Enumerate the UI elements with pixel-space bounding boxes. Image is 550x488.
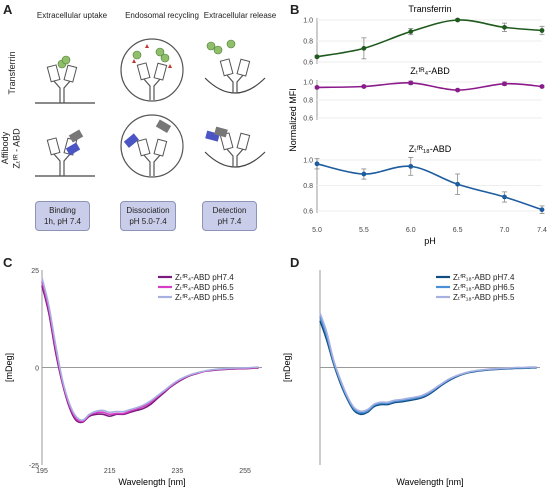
step-binding: Binding 1h, pH 7.4 [35,201,90,231]
y-axis-label: [mDeg] [282,353,292,382]
x-tick-label: 6.0 [406,227,416,234]
series-line [316,163,543,211]
x-tick-label: 215 [104,468,116,475]
data-point [502,24,507,30]
data-point [539,28,545,33]
x-tick-label: 235 [172,468,184,475]
data-point [361,45,367,51]
release-membrane-bottom [204,126,266,168]
data-point [408,29,414,34]
step-dissociation-detail: pH 5.0-7.4 [129,217,167,226]
x-tick-label: 6.5 [453,227,463,234]
y-tick-label: 1.0 [303,18,313,25]
release-membrane-top [204,39,266,94]
uptake-membrane-top [35,55,95,104]
x-tick-label: 7.0 [500,227,510,234]
x-tick-label: 7.4 [537,227,547,234]
step-binding-detail: 1h, pH 7.4 [44,217,81,226]
y-axis-label: [mDeg] [4,353,14,382]
y-tick-label: 0.8 [303,39,313,46]
y-tick-label: 0 [35,366,39,373]
data-point [539,84,545,89]
endosome-bottom [120,114,184,178]
data-point [502,81,507,87]
y-tick-label: 25 [31,268,39,275]
step-detection-detail: pH 7.4 [217,217,242,226]
subplot-title: Zₜᶠᴿ₁₈-ABD [409,144,452,154]
series-line [316,19,543,58]
data-point [314,54,320,60]
mechanism-schematic [35,38,266,178]
y-tick-label: 0.6 [303,60,313,67]
step-detection-title: Detection [212,206,247,215]
y-tick-label: -25 [29,463,39,470]
x-tick-label: 5.5 [359,227,369,234]
series-line [41,277,259,421]
y-axis-label: Normalized MFI [288,88,298,152]
data-point [408,163,414,169]
data-point [314,161,320,167]
legend-label: Zₜᶠᴿ₄-ABD pH6.5 [175,283,234,292]
step-dissociation-title: Dissociation [126,206,170,215]
y-tick-label: 1.0 [303,158,313,165]
subplot-title: Zₜᶠᴿ₄-ABD [410,66,450,76]
panel-d-label: D [290,255,300,270]
x-axis-label: Wavelength [nm] [118,477,185,487]
legend-label: Zₜᶠᴿ₄-ABD pH5.5 [175,293,234,302]
series-line [316,82,543,91]
x-axis-label: pH [424,236,436,246]
header-endosomal-recycling: Endosomal recycling [125,11,199,20]
series-line [319,316,537,414]
x-tick-label: 195 [36,468,48,475]
data-point [314,85,320,90]
y-tick-label: 0.6 [303,209,313,216]
data-point [502,194,507,200]
legend-label: Zₜᶠᴿ₁₈-ABD pH5.5 [453,293,515,302]
y-tick-label: 0.8 [303,183,313,190]
panel-c-label: C [3,255,13,270]
data-point [455,181,461,187]
legend-label: Zₜᶠᴿ₁₈-ABD pH7.4 [453,273,515,282]
header-extracellular-uptake: Extracellular uptake [36,11,108,20]
data-point [455,17,461,23]
series-line [319,312,537,413]
data-point [455,87,461,93]
data-point [408,80,414,86]
endosome-top [120,38,184,102]
data-point [361,84,367,89]
cd-spectrum-chart-d: [mDeg]Wavelength [nm]Zₜᶠᴿ₁₈-ABD pH7.4Zₜᶠ… [282,270,540,487]
subplot-title: Transferrin [408,4,451,14]
step-binding-title: Binding [49,206,76,215]
step-dissociation: Dissociation pH 5.0-7.4 [120,201,176,231]
x-tick-label: 255 [239,468,251,475]
mfi-ph-chart: Transferrin 1.0 0.8 0.6 Zₜᶠᴿ₄-ABD 1.0 0.8 0.6 Zₜ… [288,4,547,246]
data-point [539,207,545,213]
legend-label: Zₜᶠᴿ₁₈-ABD pH6.5 [453,283,515,292]
uptake-membrane-bottom [35,129,95,177]
x-axis-label: Wavelength [nm] [396,477,463,487]
legend-label: Zₜᶠᴿ₄-ABD pH7.4 [175,273,234,282]
y-tick-label: 0.6 [303,116,313,123]
y-tick-label: 1.0 [303,80,313,87]
step-detection: Detection pH 7.4 [202,201,257,231]
panel-a-label: A [3,2,13,17]
y-tick-label: 0.8 [303,98,313,105]
data-point [361,171,367,177]
header-extracellular-release: Extracellular release [203,11,277,20]
panel-b-label: B [290,2,300,17]
x-tick-label: 5.0 [312,227,322,234]
